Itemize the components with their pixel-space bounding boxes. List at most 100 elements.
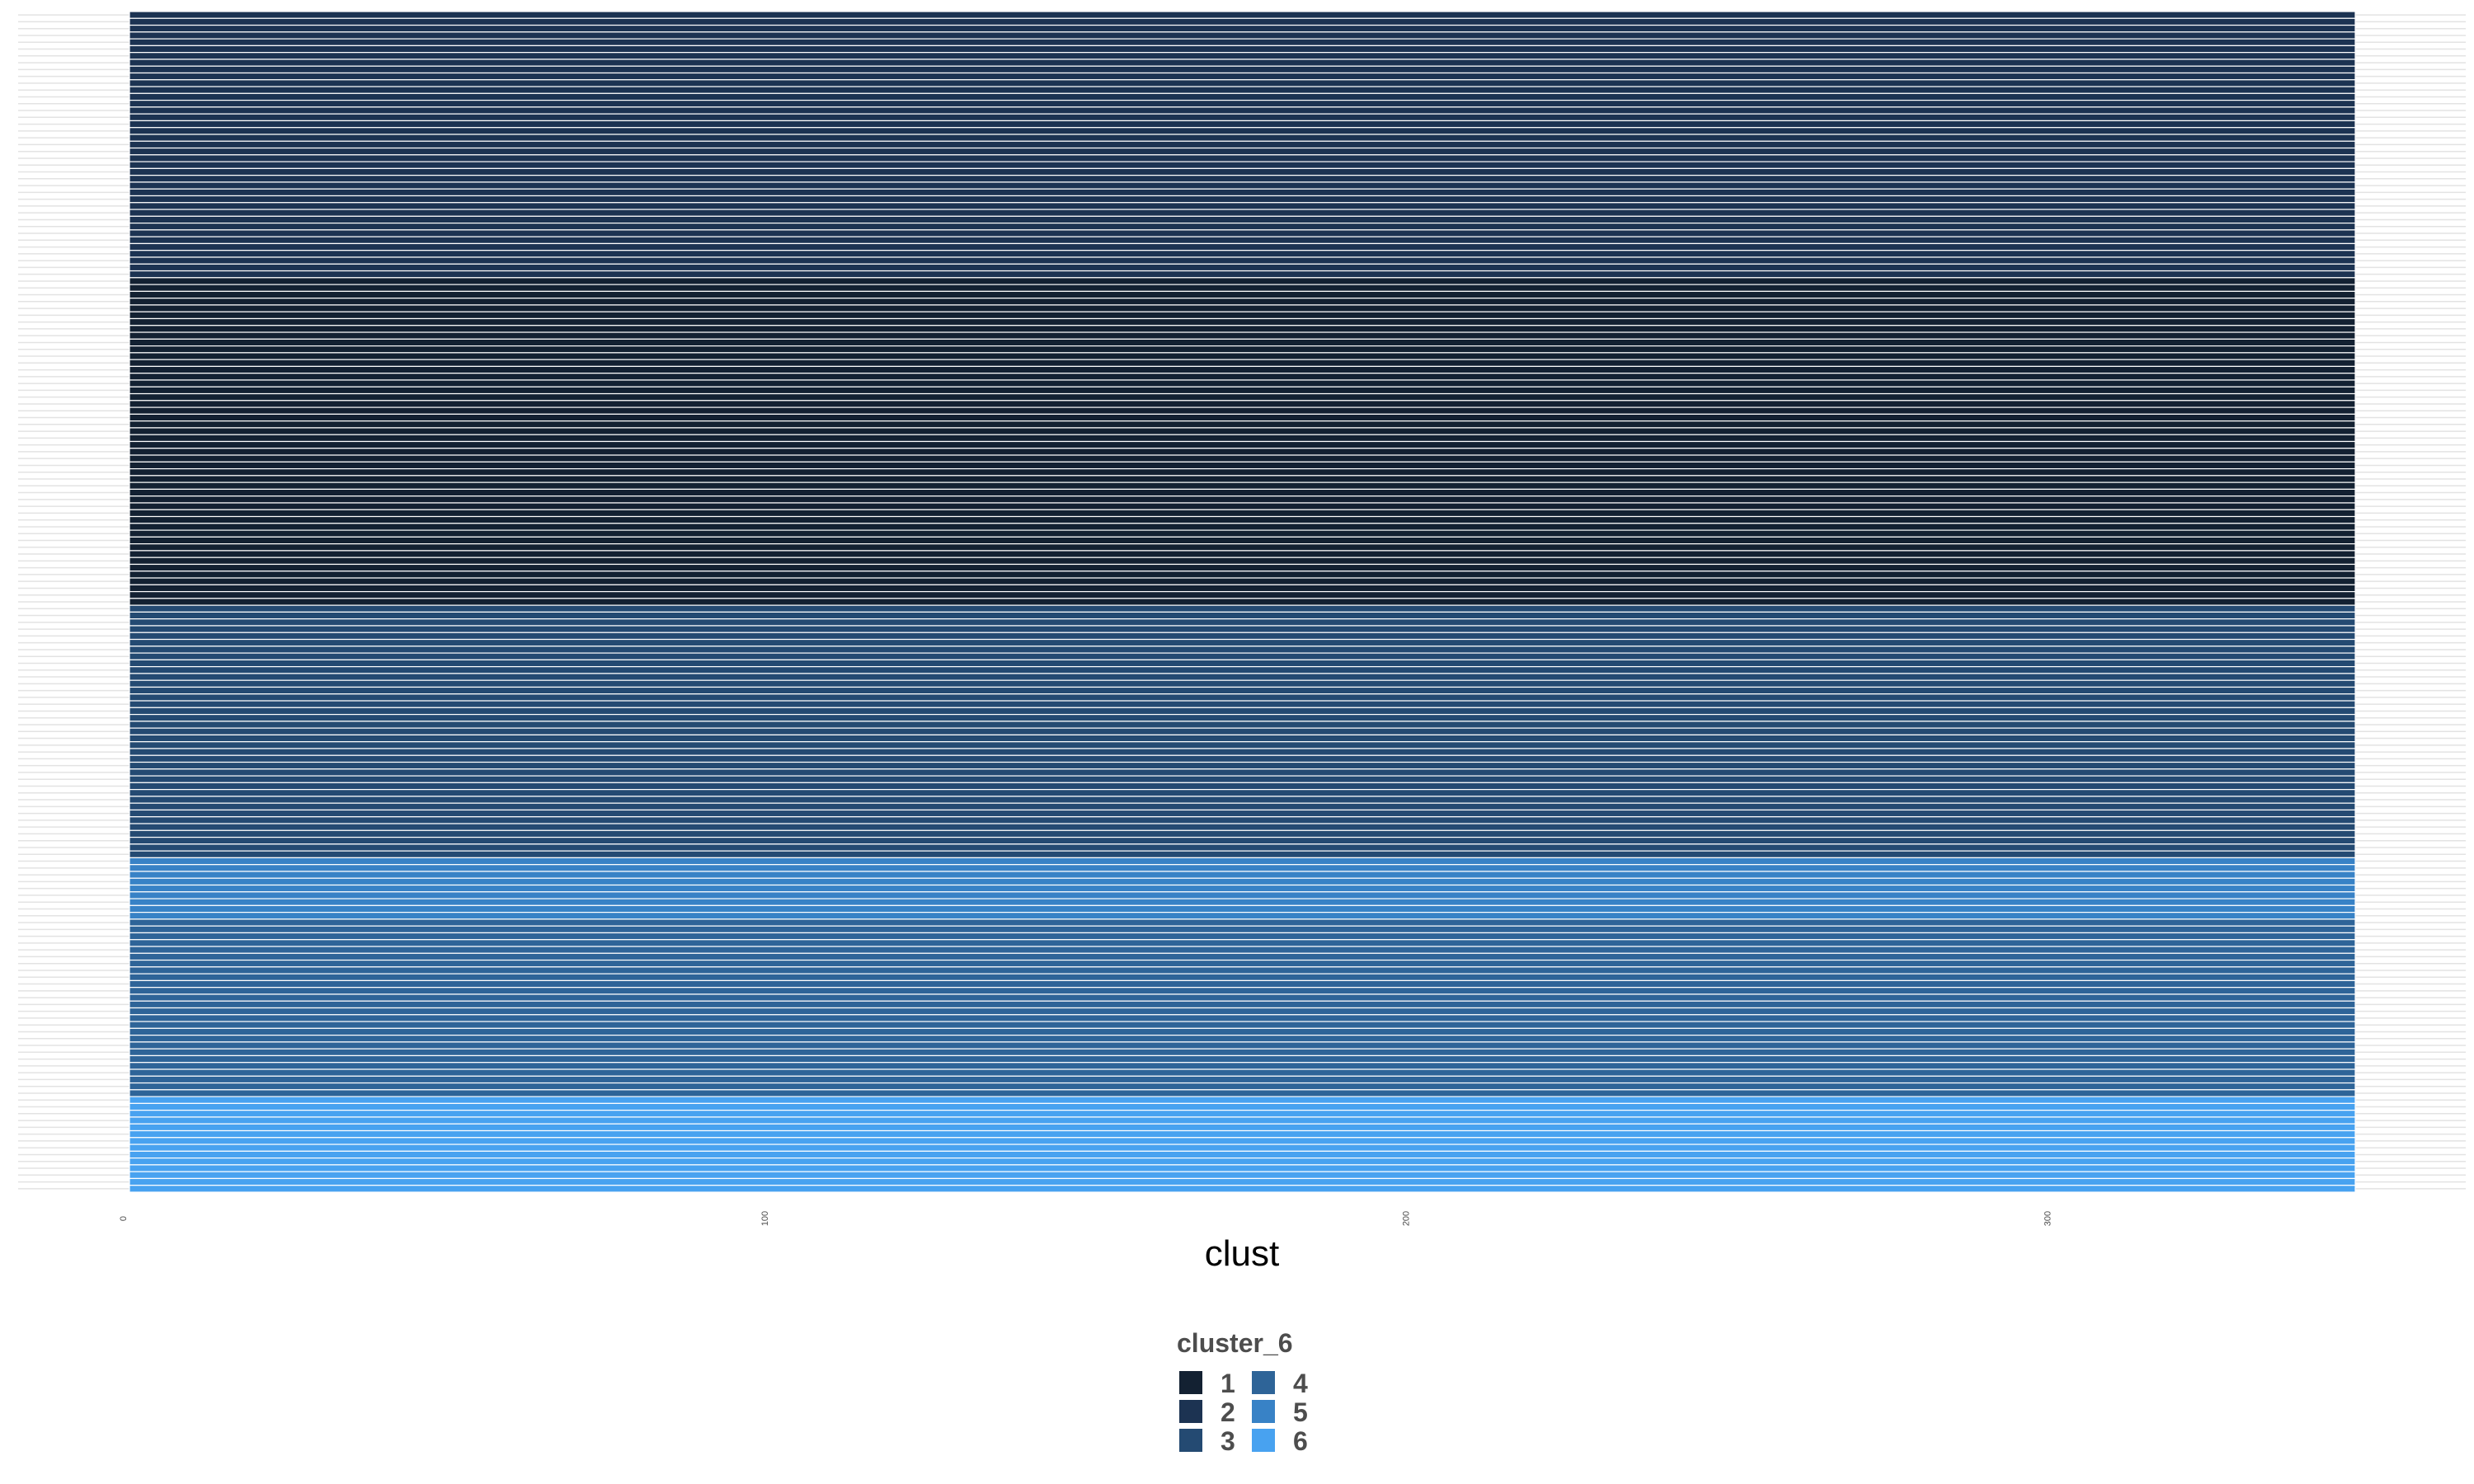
- bar-cluster-3: [129, 604, 2356, 613]
- bar-cluster-2: [129, 242, 2356, 251]
- bar-cluster-3: [129, 638, 2356, 647]
- bar-cluster-1: [129, 420, 2356, 429]
- bar-cluster-2: [129, 92, 2356, 101]
- bar-cluster-4: [129, 1000, 2356, 1009]
- bar-cluster-2: [129, 45, 2356, 54]
- bar-cluster-2: [129, 86, 2356, 94]
- bar-cluster-2: [129, 147, 2356, 156]
- bar-cluster-1: [129, 509, 2356, 518]
- bar-cluster-6: [129, 1102, 2356, 1111]
- bar-cluster-4: [129, 1007, 2356, 1016]
- bar-cluster-1: [129, 529, 2356, 538]
- bar-cluster-3: [129, 754, 2356, 763]
- bar-cluster-1: [129, 454, 2356, 463]
- x-axis-ticks: 0 100 200 300: [119, 1211, 2053, 1226]
- legend-label-3: 3: [1221, 1426, 1235, 1456]
- bar-cluster-1: [129, 392, 2356, 402]
- x-tick-label: 0: [119, 1216, 129, 1221]
- bar-cluster-3: [129, 700, 2356, 708]
- bar-cluster-4: [129, 1027, 2356, 1036]
- bar-cluster-3: [129, 782, 2356, 791]
- bar-cluster-2: [129, 209, 2356, 217]
- bar-cluster-3: [129, 836, 2356, 845]
- bar-cluster-4: [129, 925, 2356, 934]
- bar-cluster-2: [129, 134, 2356, 142]
- bar-cluster-1: [129, 590, 2356, 599]
- bar-cluster-5: [129, 891, 2356, 899]
- legend-key-1: [1179, 1371, 1202, 1394]
- bar-cluster-3: [129, 625, 2356, 633]
- bar-cluster-1: [129, 495, 2356, 504]
- bar-cluster-1: [129, 475, 2356, 483]
- bar-cluster-2: [129, 175, 2356, 183]
- bar-cluster-2: [129, 161, 2356, 169]
- bar-cluster-4: [129, 1021, 2356, 1029]
- bar-cluster-2: [129, 140, 2356, 149]
- bar-cluster-4: [129, 959, 2356, 968]
- bar-cluster-1: [129, 550, 2356, 558]
- bar-cluster-1: [129, 304, 2356, 312]
- bar-cluster-5: [129, 871, 2356, 879]
- bar-cluster-4: [129, 1082, 2356, 1091]
- bar-cluster-2: [129, 31, 2356, 40]
- bar-cluster-6: [129, 1185, 2356, 1193]
- bar-cluster-4: [129, 1041, 2356, 1050]
- x-tick-label: 100: [760, 1211, 770, 1226]
- x-tick-label: 300: [2043, 1211, 2053, 1226]
- bar-cluster-5: [129, 857, 2356, 866]
- bar-cluster-3: [129, 673, 2356, 681]
- bar-cluster-1: [129, 400, 2356, 408]
- legend-label-1: 1: [1221, 1369, 1235, 1398]
- bar-cluster-6: [129, 1129, 2356, 1139]
- bar-cluster-3: [129, 734, 2356, 743]
- bar-cluster-1: [129, 298, 2356, 306]
- bar-cluster-1: [129, 523, 2356, 531]
- bar-cluster-1: [129, 488, 2356, 497]
- bar-cluster-5: [129, 912, 2356, 920]
- bar-cluster-3: [129, 761, 2356, 770]
- bar-cluster-1: [129, 481, 2356, 491]
- bar-cluster-3: [129, 823, 2356, 831]
- legend-key-2: [1179, 1400, 1202, 1423]
- bar-cluster-4: [129, 939, 2356, 947]
- bar-cluster-1: [129, 502, 2356, 510]
- legend-label-6: 6: [1293, 1426, 1308, 1456]
- bar-cluster-3: [129, 659, 2356, 668]
- bar-cluster-6: [129, 1096, 2356, 1104]
- bar-cluster-3: [129, 618, 2356, 627]
- bar-cluster-2: [129, 120, 2356, 129]
- bar-cluster-1: [129, 577, 2356, 585]
- bar-cluster-1: [129, 467, 2356, 477]
- bar-cluster-1: [129, 338, 2356, 347]
- bar-cluster-3: [129, 707, 2356, 716]
- bar-rows: [129, 11, 2356, 1193]
- bar-cluster-2: [129, 256, 2356, 265]
- bar-cluster-2: [129, 79, 2356, 87]
- bar-cluster-6: [129, 1171, 2356, 1180]
- legend-items: 123 456: [1179, 1369, 1308, 1456]
- bar-cluster-3: [129, 721, 2356, 729]
- bar-cluster-3: [129, 727, 2356, 736]
- legend-label-2: 2: [1221, 1397, 1235, 1427]
- bar-cluster-4: [129, 1075, 2356, 1084]
- bar-cluster-3: [129, 686, 2356, 695]
- bar-cluster-4: [129, 987, 2356, 995]
- bar-cluster-1: [129, 434, 2356, 443]
- bar-cluster-3: [129, 843, 2356, 852]
- bar-cluster-2: [129, 181, 2356, 190]
- bar-cluster-6: [129, 1110, 2356, 1118]
- bar-cluster-1: [129, 365, 2356, 374]
- x-tick-label: 200: [1402, 1211, 1412, 1226]
- bar-cluster-2: [129, 52, 2356, 60]
- bar-cluster-3: [129, 666, 2356, 674]
- bar-cluster-3: [129, 646, 2356, 654]
- bar-cluster-1: [129, 345, 2356, 354]
- legend-label-4: 4: [1293, 1369, 1308, 1398]
- bar-cluster-1: [129, 317, 2356, 326]
- bar-cluster-2: [129, 167, 2356, 176]
- bar-cluster-1: [129, 277, 2356, 285]
- bar-cluster-3: [129, 789, 2356, 797]
- bar-cluster-3: [129, 693, 2356, 702]
- bar-cluster-2: [129, 188, 2356, 197]
- bar-cluster-2: [129, 100, 2356, 108]
